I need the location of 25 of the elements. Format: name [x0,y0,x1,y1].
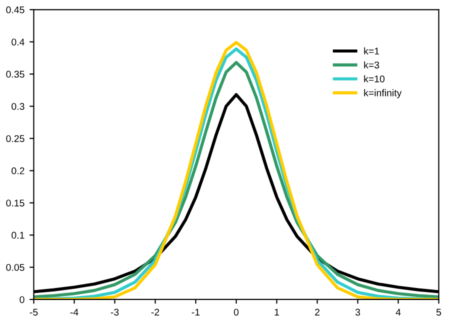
legend-label: k=3 [364,61,380,68]
x-tick-label: 2 [315,308,320,316]
y-tick-label: 0.05 [6,264,24,271]
y-tick-label: 0.1 [12,232,24,239]
x-tick-label: -2 [151,308,160,316]
y-tick-label: 0 [20,296,24,304]
y-tick-label: 0.3 [12,102,24,110]
x-tick-label: 4 [396,308,401,316]
x-tick-label: -4 [70,308,78,316]
legend-label: k=10 [364,75,385,82]
x-tick-label: -1 [192,308,200,316]
y-tick-label: 0.25 [6,135,24,142]
y-tick-label: 0.4 [12,38,24,46]
x-tick-label: 1 [274,308,279,316]
y-tick-label: 0.45 [6,6,24,14]
x-tick-label: -5 [30,308,38,316]
y-tick-label: 0.2 [12,167,24,174]
legend-label: k=infinity [364,89,402,98]
x-tick-label: 5 [436,308,442,316]
legend-label: k=1 [364,47,380,54]
x-tick-label: 0 [234,308,239,316]
y-tick-label: 0.15 [6,200,24,206]
x-tick-label: -3 [110,308,119,316]
x-tick-label: 3 [355,308,360,316]
y-tick-label: 0.35 [6,70,24,78]
